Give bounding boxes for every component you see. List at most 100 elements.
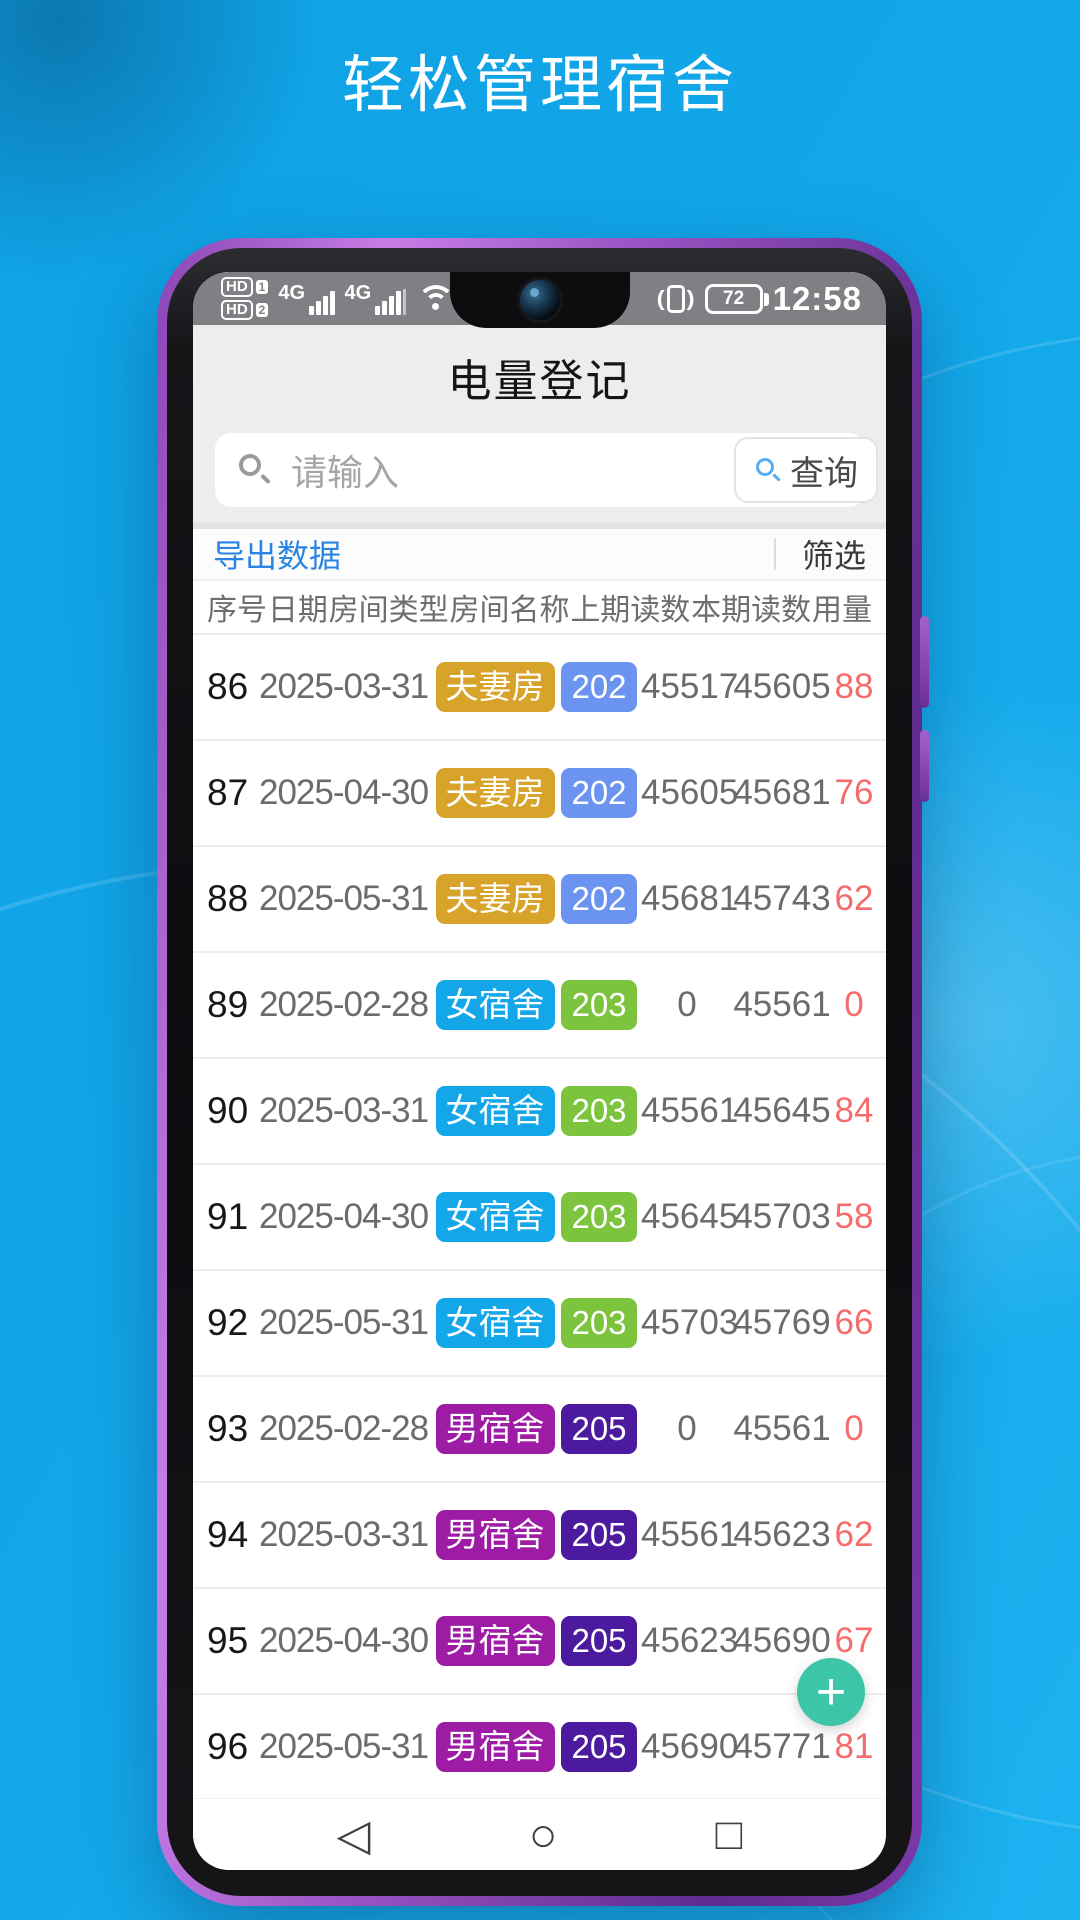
table-row[interactable]: 92 2025-05-31 女宿舍 203 45703 45769 66 — [193, 1271, 886, 1377]
phone-notch — [450, 272, 630, 328]
vertical-divider — [773, 538, 776, 570]
usage-value: 58 — [834, 1197, 874, 1236]
room-name-badge: 205 — [561, 1510, 637, 1560]
table-row[interactable]: 91 2025-04-30 女宿舍 203 45645 45703 58 — [193, 1165, 886, 1271]
front-camera — [517, 277, 563, 323]
previous-reading: 45517 — [641, 667, 739, 706]
row-index: 95 — [207, 1620, 249, 1661]
android-nav-bar: ◁ ○ □ — [193, 1798, 886, 1870]
row-index: 96 — [207, 1726, 249, 1767]
room-name-badge: 205 — [561, 1722, 637, 1772]
section-divider — [193, 523, 886, 529]
home-button[interactable]: ○ — [528, 1808, 558, 1862]
row-index: 89 — [207, 984, 249, 1025]
table-toolbar: 导出数据 筛选 — [193, 529, 886, 581]
row-date: 2025-05-31 — [259, 1727, 429, 1766]
room-name-badge: 203 — [561, 1298, 637, 1348]
search-section: 请输入 查询 — [193, 429, 886, 523]
previous-reading: 45561 — [641, 1091, 739, 1130]
room-name-badge: 203 — [557, 1086, 641, 1136]
export-data-link[interactable]: 导出数据 — [213, 538, 342, 574]
table-row[interactable]: 96 2025-05-31 男宿舍 205 45690 45771 81 — [193, 1695, 886, 1801]
room-type-badge: 女宿舍 — [435, 1298, 555, 1348]
room-type-badge: 夫妻房 — [435, 874, 555, 924]
app-title: 电量登记 — [447, 357, 632, 406]
filter-link[interactable]: 筛选 — [801, 538, 866, 574]
room-name-badge: 203 — [561, 1192, 637, 1242]
table-body: 86 2025-03-31 夫妻房 202 45517 45605 88 87 2025-04-… — [193, 635, 886, 1801]
volume-button — [920, 616, 929, 708]
clock-time: 12:58 — [772, 279, 862, 317]
column-header: 房间类型 — [328, 594, 449, 627]
usage-value: 76 — [834, 773, 874, 812]
row-index: 91 — [207, 1196, 249, 1237]
current-reading: 45561 — [733, 1409, 831, 1448]
row-index: 88 — [207, 878, 249, 919]
room-type-badge: 女宿舍 — [433, 980, 557, 1030]
room-type-badge: 女宿舍 — [433, 1298, 557, 1348]
battery-percent: 72 — [723, 287, 745, 309]
room-type-badge: 男宿舍 — [435, 1616, 555, 1666]
column-header: 本期读数 — [691, 594, 812, 627]
table-row[interactable]: 95 2025-04-30 男宿舍 205 45623 45690 67 — [193, 1589, 886, 1695]
phone-mockup: HD 1 HD 2 4G — [157, 238, 929, 1906]
room-name-badge: 203 — [561, 1086, 637, 1136]
row-date: 2025-02-28 — [259, 1409, 429, 1448]
room-type-badge: 女宿舍 — [435, 1086, 555, 1136]
usage-value: 0 — [844, 985, 864, 1024]
status-bar-left: HD 1 HD 2 4G — [221, 277, 456, 320]
table-row[interactable]: 94 2025-03-31 男宿舍 205 45561 45623 62 — [193, 1483, 886, 1589]
row-index: 90 — [207, 1090, 249, 1131]
current-reading: 45681 — [733, 773, 831, 812]
hd-sim-number: 2 — [255, 303, 269, 317]
room-type-badge: 男宿舍 — [435, 1404, 555, 1454]
room-type-badge: 夫妻房 — [435, 662, 555, 712]
room-name-badge: 202 — [557, 768, 641, 818]
add-button[interactable]: + — [797, 1658, 865, 1726]
row-date: 2025-04-30 — [259, 1621, 429, 1660]
query-button[interactable]: 查询 — [734, 437, 878, 503]
current-reading: 45690 — [733, 1621, 831, 1660]
usage-value: 62 — [834, 879, 874, 918]
previous-reading: 45645 — [641, 1197, 739, 1236]
signal-strength-icon-1: 4G — [278, 281, 335, 315]
usage-value: 62 — [834, 1515, 874, 1554]
current-reading: 45605 — [733, 667, 831, 706]
previous-reading: 45681 — [641, 879, 739, 918]
table-row[interactable]: 93 2025-02-28 男宿舍 205 0 45561 0 — [193, 1377, 886, 1483]
room-type-badge: 夫妻房 — [433, 768, 557, 818]
network-type-label: 4G — [344, 281, 372, 304]
current-reading: 45623 — [733, 1515, 831, 1554]
usage-value: 81 — [834, 1727, 874, 1766]
row-date: 2025-04-30 — [259, 773, 429, 812]
previous-reading: 45561 — [641, 1515, 739, 1554]
recents-button[interactable]: □ — [715, 1810, 743, 1859]
table-row[interactable]: 86 2025-03-31 夫妻房 202 45517 45605 88 — [193, 635, 886, 741]
network-type-label: 4G — [278, 281, 306, 304]
table-row[interactable]: 90 2025-03-31 女宿舍 203 45561 45645 84 — [193, 1059, 886, 1165]
table-row[interactable]: 89 2025-02-28 女宿舍 203 0 45561 0 — [193, 953, 886, 1059]
table-row[interactable]: 87 2025-04-30 夫妻房 202 45605 45681 76 — [193, 741, 886, 847]
status-bar-right: () 72 12:58 — [657, 280, 862, 318]
row-index: 94 — [207, 1514, 249, 1555]
current-reading: 45743 — [733, 879, 831, 918]
table-row[interactable]: 88 2025-05-31 夫妻房 202 45681 45743 62 — [193, 847, 886, 953]
hd1-icon: HD 1 — [221, 277, 269, 297]
back-button[interactable]: ◁ — [336, 1810, 371, 1860]
room-name-badge: 202 — [561, 662, 637, 712]
column-header: 房间名称 — [449, 594, 570, 627]
room-name-badge: 203 — [557, 1298, 641, 1348]
row-date: 2025-05-31 — [259, 879, 429, 918]
column-header: 上期读数 — [570, 594, 691, 627]
usage-value: 84 — [834, 1091, 874, 1130]
current-reading: 45769 — [733, 1303, 831, 1342]
room-name-badge: 202 — [561, 874, 637, 924]
search-icon — [237, 452, 273, 488]
row-date: 2025-03-31 — [259, 1091, 429, 1130]
phone-bezel: HD 1 HD 2 4G — [167, 248, 912, 1896]
row-date: 2025-04-30 — [259, 1197, 429, 1236]
power-button — [920, 730, 929, 802]
room-type-badge: 男宿舍 — [433, 1616, 557, 1666]
search-placeholder: 请输入 — [291, 452, 400, 493]
